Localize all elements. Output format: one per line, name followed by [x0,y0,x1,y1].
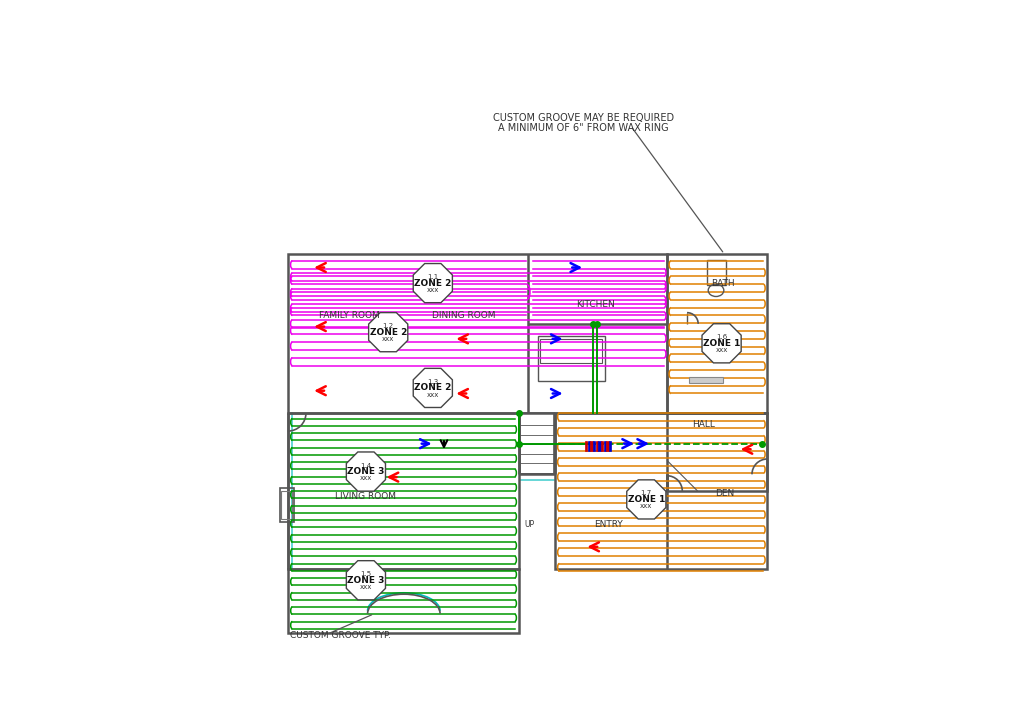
Bar [588,441,590,451]
Text: 1.6: 1.6 [716,334,727,340]
Text: UP: UP [524,520,535,529]
Bar [585,441,588,451]
Text: ZONE 2: ZONE 2 [414,384,452,392]
Text: CUSTOM GROOVE TYP.: CUSTOM GROOVE TYP. [290,631,390,640]
Text: 1.4: 1.4 [360,463,372,468]
Polygon shape [414,369,453,408]
Polygon shape [346,452,385,491]
Text: LIVING ROOM: LIVING ROOM [336,492,396,501]
Text: 1.5: 1.5 [360,571,372,577]
Bar [591,441,593,451]
Text: DINING ROOM: DINING ROOM [432,311,496,320]
Bar [288,569,519,634]
Bar [288,413,519,569]
Bar [598,441,601,451]
Text: 1.1: 1.1 [427,274,438,280]
Text: ZONE 2: ZONE 2 [370,328,407,337]
Bar [667,413,767,491]
Bar [540,340,602,363]
Text: ZONE 3: ZONE 3 [347,576,385,585]
Text: xxx: xxx [640,503,652,509]
Bar [606,441,608,451]
Text: DEN: DEN [715,489,734,498]
Bar [520,413,554,474]
Text: FAMILY ROOM: FAMILY ROOM [318,311,380,320]
Text: xxx: xxx [427,287,439,293]
Text: ZONE 3: ZONE 3 [347,467,385,476]
Bar [288,254,667,413]
Text: ZONE 1: ZONE 1 [628,495,665,504]
Text: A MINIMUM OF 6" FROM WAX RING: A MINIMUM OF 6" FROM WAX RING [498,122,669,132]
Bar [596,441,598,451]
Bar [281,488,294,522]
Bar [538,336,604,381]
Text: xxx: xxx [716,347,728,353]
Text: xxx: xxx [359,584,372,590]
Text: xxx: xxx [359,476,372,481]
Polygon shape [627,480,666,519]
Bar [604,441,606,451]
Text: ENTRY: ENTRY [594,520,623,529]
Bar [555,413,767,569]
Bar [667,254,767,413]
Polygon shape [414,264,453,303]
Polygon shape [702,324,741,363]
Text: HALL: HALL [692,420,715,429]
Text: CUSTOM GROOVE MAY BE REQUIRED: CUSTOM GROOVE MAY BE REQUIRED [493,112,674,122]
Text: 1.7: 1.7 [641,490,652,497]
Text: 1.3: 1.3 [427,379,438,385]
Text: BATH: BATH [711,279,734,287]
Text: xxx: xxx [427,392,439,397]
Bar [593,441,595,451]
Bar [609,441,611,451]
Text: 1.2: 1.2 [383,323,394,329]
Bar [281,491,292,519]
Polygon shape [369,313,408,352]
Bar [601,441,603,451]
Text: xxx: xxx [382,336,394,342]
Text: KITCHEN: KITCHEN [577,300,615,309]
Text: ZONE 2: ZONE 2 [414,279,452,287]
Polygon shape [346,560,385,599]
Bar [689,376,723,384]
Bar [707,260,726,285]
Text: ZONE 1: ZONE 1 [702,339,740,348]
